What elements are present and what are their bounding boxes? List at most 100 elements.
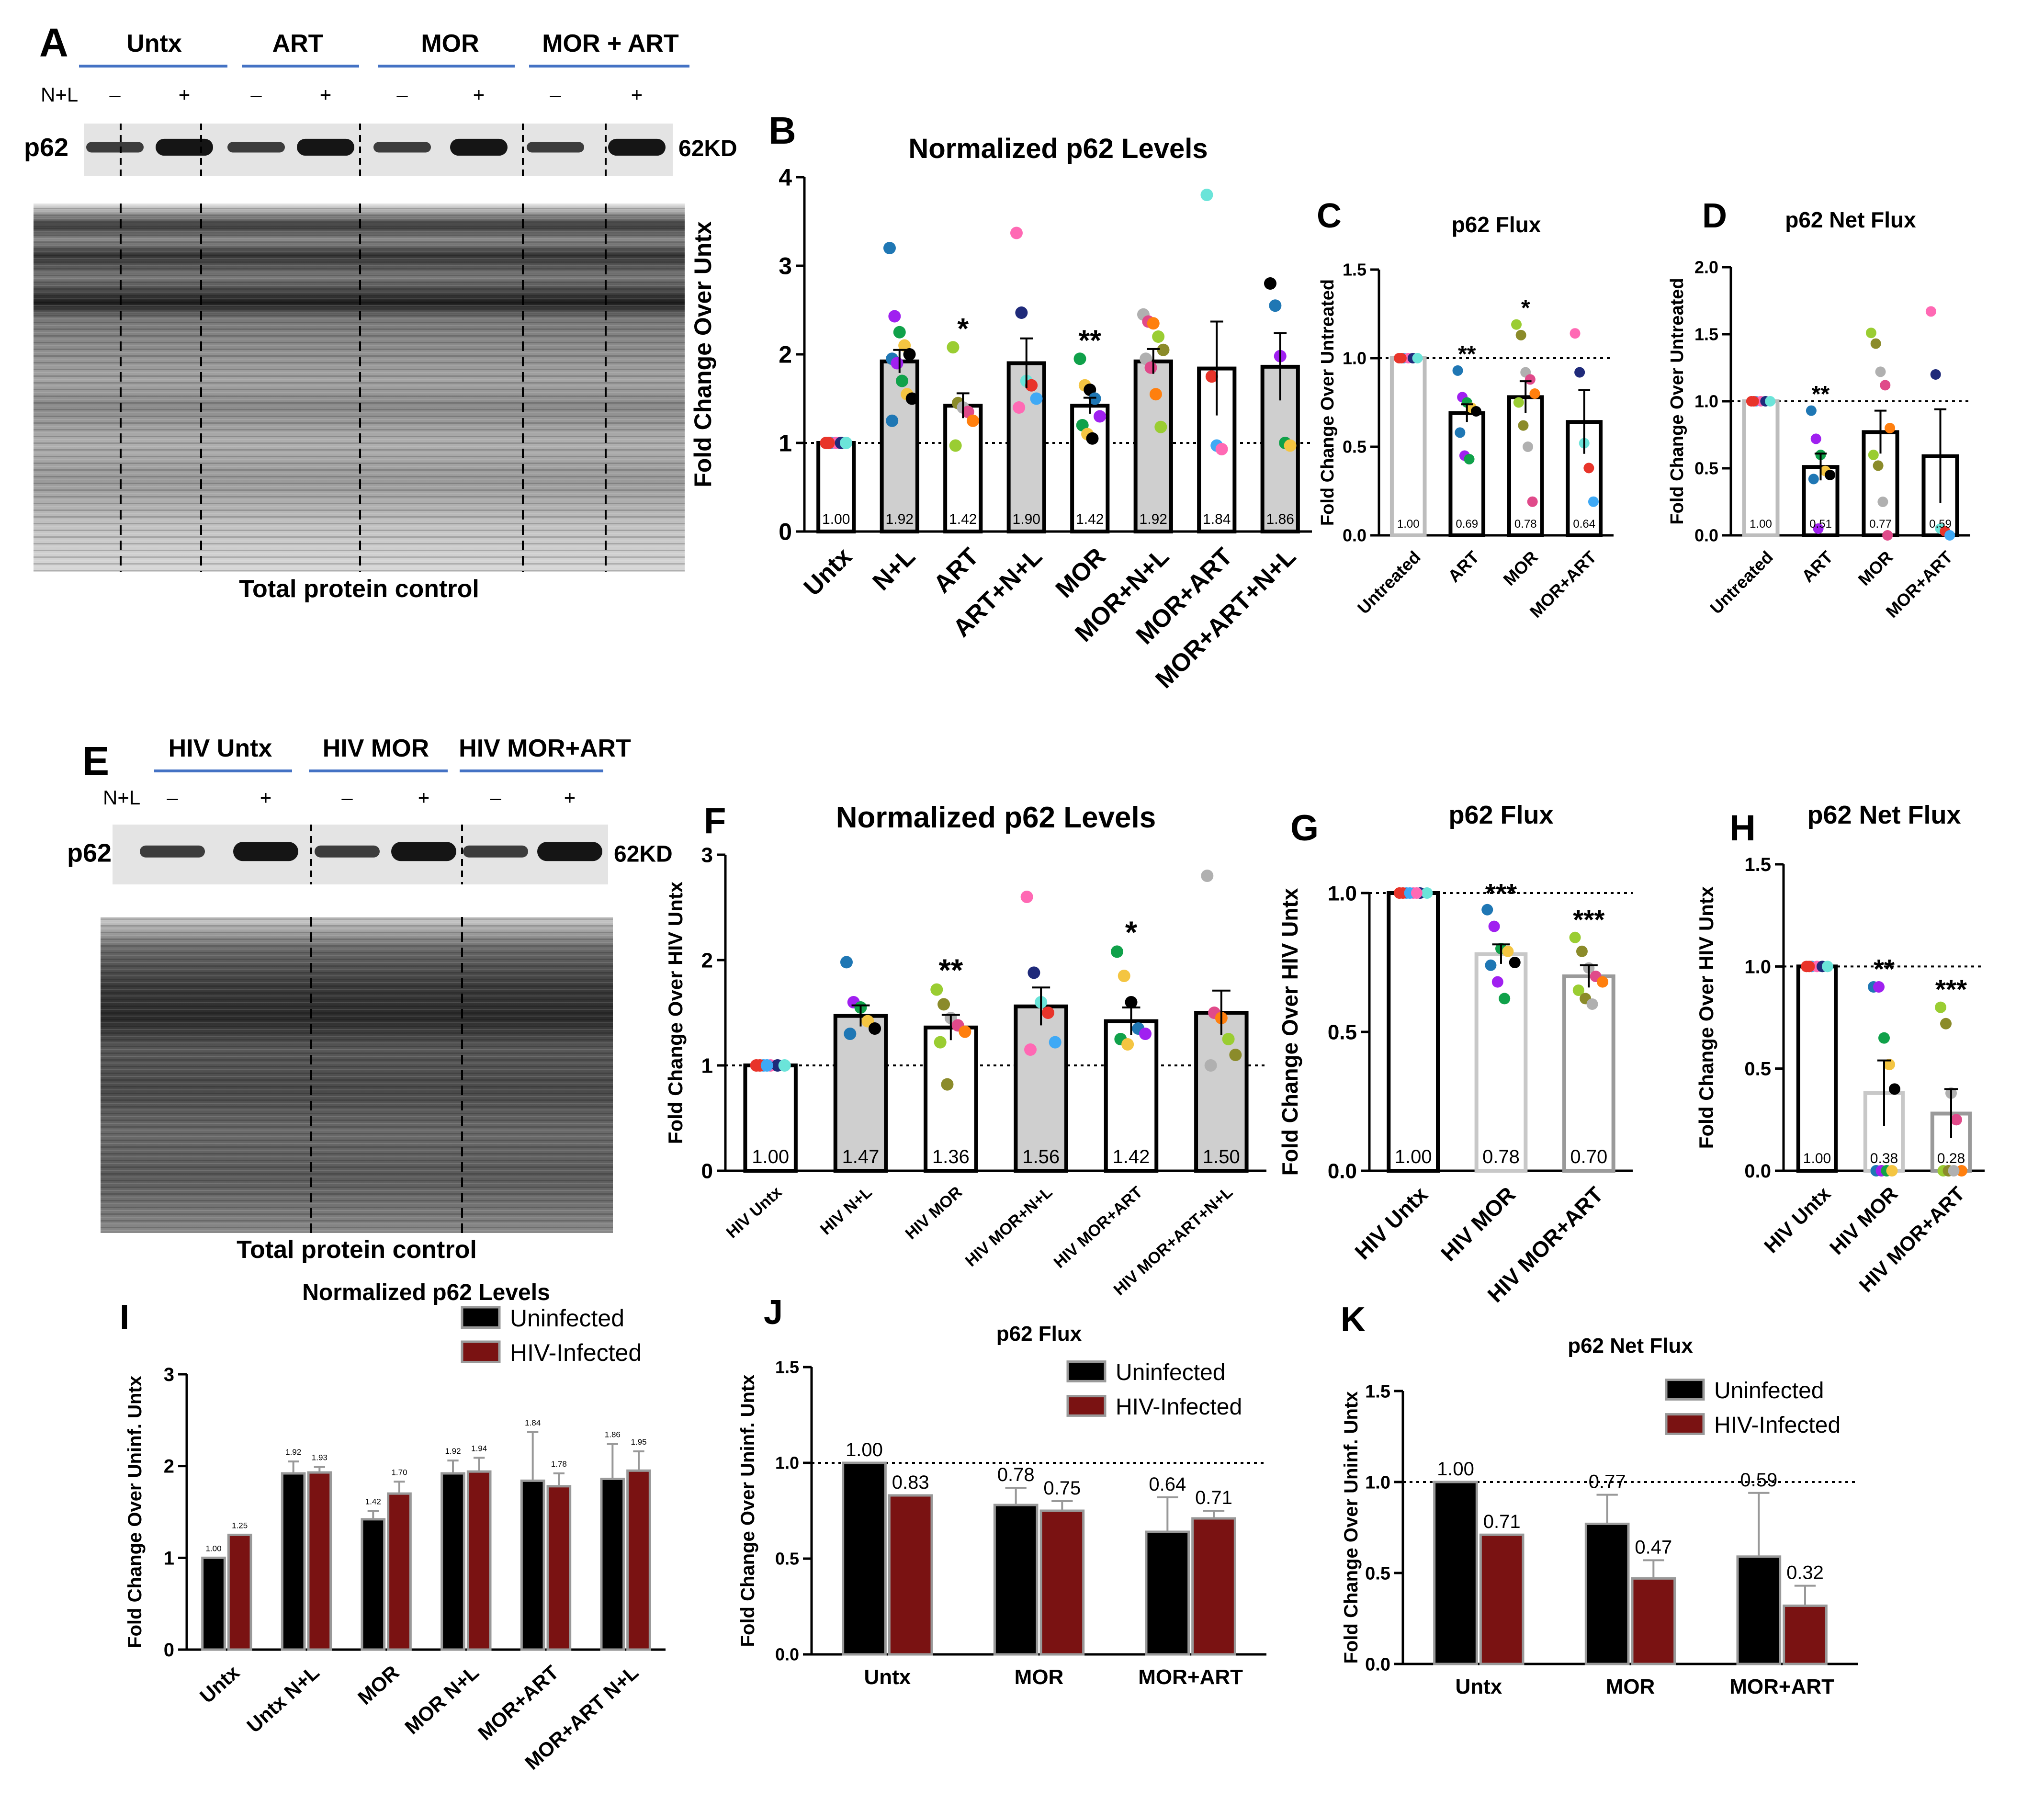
legend-swatch [1066, 1360, 1107, 1382]
y-tick-label: 0 [779, 519, 792, 545]
data-point [1215, 442, 1228, 455]
p62-band [450, 138, 508, 156]
blot-sign: – [250, 83, 262, 106]
data-point [1523, 441, 1534, 452]
data-label: 0.78 [1514, 518, 1537, 531]
y-tick-label: 3 [701, 843, 713, 867]
data-point [1886, 1165, 1898, 1177]
bar-hiv-infected [1631, 1577, 1676, 1665]
blot-group-label: HIV MOR [323, 735, 429, 762]
chart-title: Normalized p62 Levels [302, 1280, 550, 1305]
significance-marker: * [957, 312, 969, 345]
data-point [1157, 343, 1170, 356]
data-label: 1.36 [932, 1146, 970, 1167]
data-point [1028, 966, 1040, 979]
data-point [1518, 420, 1529, 431]
data-point [1049, 1036, 1062, 1049]
data-point [1810, 433, 1821, 444]
significance-marker: ** [938, 953, 963, 988]
data-point [1950, 1114, 1962, 1126]
data-point [1821, 961, 1833, 973]
bar-uninfected [1145, 1530, 1190, 1656]
blot-sign: + [179, 83, 191, 106]
legend-swatch [461, 1306, 501, 1329]
data-point [1125, 996, 1138, 1008]
bar-hiv-infected [546, 1485, 572, 1651]
data-label: 0.78 [997, 1464, 1035, 1485]
blot-sign: – [550, 83, 561, 106]
data-label: 0.70 [1570, 1146, 1607, 1167]
data-label: 1.84 [525, 1418, 541, 1427]
panel-letter: I [120, 1298, 129, 1336]
data-label: 0.69 [1456, 518, 1478, 531]
y-tick-label: 0.5 [1343, 437, 1366, 457]
y-tick-label: 0.0 [1365, 1654, 1390, 1675]
data-point [1481, 904, 1493, 916]
data-point [1748, 396, 1759, 407]
data-label: 0.47 [1635, 1537, 1672, 1558]
x-tick-label: Untx N+L [242, 1661, 323, 1737]
data-point [1201, 870, 1214, 882]
blot-sign: + [320, 83, 332, 106]
panel-letter-A: A [39, 20, 68, 65]
data-point [893, 326, 906, 339]
p62-band [537, 842, 602, 861]
bar [1796, 964, 1838, 1173]
bar [880, 359, 919, 533]
x-tick-label: MOR [1854, 547, 1897, 589]
data-point [1284, 439, 1297, 452]
data-label: 1.84 [1203, 511, 1231, 527]
data-label: 1.00 [1803, 1151, 1831, 1166]
data-point [1470, 406, 1481, 417]
data-label: 0.83 [892, 1472, 929, 1493]
data-point [1118, 970, 1130, 982]
y-tick-label: 0.5 [1744, 1059, 1771, 1080]
x-tick-label: MOR+ART [1729, 1675, 1834, 1698]
data-point [1110, 945, 1123, 958]
x-tick-label: HIV Untx [1350, 1182, 1433, 1265]
data-point [1765, 396, 1776, 407]
data-label: 0.59 [1929, 518, 1952, 531]
legend-label: Uninfected [510, 1305, 624, 1332]
data-point [1572, 984, 1584, 996]
p62-band [140, 845, 205, 858]
x-tick-label: Untx [195, 1661, 244, 1708]
p62-band [391, 842, 456, 861]
p62-band [463, 845, 528, 858]
charts: B Normalized p62 Levels Fold Change Over U… [120, 109, 1985, 1774]
panel-letter: J [764, 1293, 783, 1332]
bar [943, 404, 983, 533]
chart-title: p62 Flux [1448, 801, 1553, 829]
data-point [869, 1022, 881, 1035]
data-label: 0.78 [1482, 1146, 1520, 1167]
panel-letter: H [1729, 808, 1756, 849]
data-point [1944, 530, 1955, 541]
data-point [1529, 388, 1540, 399]
bar [924, 1025, 978, 1173]
data-label: 0.64 [1149, 1474, 1186, 1495]
significance-marker: ** [1812, 382, 1830, 407]
data-label: 0.38 [1870, 1151, 1898, 1166]
bar-hiv-infected [1039, 1509, 1085, 1656]
data-point [1513, 397, 1524, 408]
data-point [1204, 1059, 1217, 1072]
data-point [1086, 432, 1099, 445]
significance-marker: *** [1485, 879, 1517, 909]
significance-marker: ** [1458, 341, 1476, 367]
significance-marker: * [1521, 295, 1530, 321]
data-point [1041, 1007, 1054, 1019]
data-point [1229, 1049, 1242, 1061]
data-point [1509, 957, 1521, 968]
data-label: 1.00 [1397, 518, 1420, 531]
p62-band [86, 142, 144, 153]
data-point [1576, 945, 1588, 957]
data-label: 1.86 [605, 1430, 621, 1439]
bar-uninfected [600, 1478, 625, 1651]
data-point [941, 1078, 954, 1091]
bar-hiv-infected [466, 1470, 492, 1651]
p62-band [527, 142, 584, 153]
y-axis-label: Fold Change Over Uninf. Untx [737, 1375, 758, 1647]
y-tick-label: 1.0 [1694, 392, 1718, 411]
data-point [886, 414, 899, 427]
